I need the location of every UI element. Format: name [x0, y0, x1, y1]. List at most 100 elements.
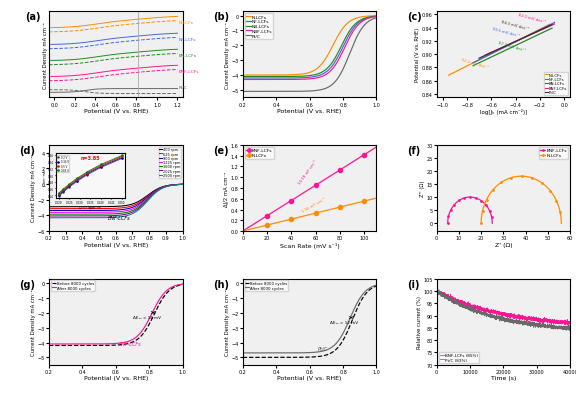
- 2025 rpm: [179, 182, 186, 187]
- Legend: N-LCFs, NF-LCFs, BN-LCFs, BNF-LCFs, Pt/C: N-LCFs, NF-LCFs, BN-LCFs, BNF-LCFs, Pt/C: [544, 73, 569, 96]
- NB-LCFs: [255, 75, 262, 80]
- 1600 rpm: [89, 212, 96, 217]
- 2500 rpm: [46, 216, 52, 221]
- Line: 400 rpm: 400 rpm: [49, 185, 183, 207]
- After 8000 cycles: [336, 337, 343, 342]
- Line: N-LCFs: N-LCFs: [480, 176, 562, 225]
- 2025 rpm: [46, 214, 52, 219]
- Text: (c): (c): [407, 12, 422, 22]
- 400 rpm: [46, 205, 52, 210]
- Before 8000 cycles: [255, 355, 262, 360]
- N-LCFs: [283, 73, 290, 78]
- N-LCFs: [517, 174, 524, 179]
- 1225 rpm: [130, 207, 137, 212]
- Before 8000 cycles: [98, 343, 105, 348]
- Pt/C (83%): [567, 326, 574, 330]
- NF-LCFs: [373, 15, 380, 20]
- Pt/C: [373, 16, 380, 21]
- Text: (e): (e): [213, 146, 229, 156]
- Text: 82.0 mV dec⁻¹: 82.0 mV dec⁻¹: [518, 13, 546, 24]
- X-axis label: Time (s): Time (s): [491, 375, 516, 381]
- NBF-LCFs: [292, 78, 299, 83]
- After 8000 cycles: [239, 350, 246, 355]
- 900 rpm: [179, 182, 186, 187]
- 2500 rpm: [98, 216, 105, 221]
- X-axis label: Scan Rate (mV s⁻¹): Scan Rate (mV s⁻¹): [280, 242, 339, 248]
- 2025 rpm: [143, 200, 150, 205]
- 1225 rpm: [89, 211, 96, 215]
- 900 rpm: [130, 205, 137, 210]
- 625 rpm: [179, 182, 186, 187]
- Legend: Before 8000 cycles, After 8000 cycles: Before 8000 cycles, After 8000 cycles: [51, 281, 94, 291]
- 900 rpm: [46, 209, 52, 213]
- BNF-LCFs (85%): [498, 312, 505, 317]
- 625 rpm: [46, 207, 52, 212]
- NF-LCFs: [255, 77, 262, 81]
- 400 rpm: [179, 182, 186, 187]
- Pt/C (83%): [495, 316, 502, 321]
- NB-LCFs: [336, 47, 343, 52]
- Text: NF-LCFs: NF-LCFs: [179, 38, 196, 42]
- BNF-LCFs (85%): [563, 320, 570, 325]
- After 8000 cycles: [179, 282, 186, 287]
- After 8000 cycles: [142, 324, 149, 328]
- Line: Before 8000 cycles: Before 8000 cycles: [242, 286, 377, 357]
- 2500 rpm: [89, 216, 96, 221]
- NF-LCFs: [323, 70, 330, 75]
- Text: Pt/C: Pt/C: [179, 86, 187, 90]
- Before 8000 cycles: [89, 343, 96, 348]
- 1225 rpm: [98, 211, 105, 215]
- 2500 rpm: [179, 182, 186, 187]
- 2025 rpm: [130, 210, 137, 215]
- BNF-LCFs: [479, 200, 486, 205]
- Pt/C: [255, 90, 262, 95]
- N-LCFs: [558, 218, 564, 223]
- Line: 2025 rpm: 2025 rpm: [49, 185, 183, 217]
- 1600 rpm: [98, 212, 105, 217]
- Before 8000 cycles: [336, 344, 343, 348]
- NBF-LCFs: [336, 56, 343, 61]
- NF-LCFs: [283, 76, 290, 81]
- Legend: Before 8000 cycles, After 8000 cycles: Before 8000 cycles, After 8000 cycles: [245, 281, 289, 291]
- 2025 rpm: [142, 200, 149, 205]
- Before 8000 cycles: [62, 343, 69, 348]
- X-axis label: Potential (V vs. RHE): Potential (V vs. RHE): [278, 375, 342, 381]
- BNF-LCFs (85%): [495, 310, 502, 315]
- Line: 625 rpm: 625 rpm: [49, 185, 183, 209]
- 400 rpm: [130, 202, 137, 207]
- BNF-LCFs: [489, 221, 496, 226]
- Pt/C: [323, 86, 330, 91]
- Text: (a): (a): [25, 12, 40, 22]
- 2025 rpm: [89, 214, 96, 219]
- Pt/C (83%): [539, 323, 545, 328]
- BNF-LCFs (85%): [563, 321, 570, 326]
- Legend: BNF-LCFs, N-LCFs: BNF-LCFs, N-LCFs: [245, 148, 274, 159]
- Pt/C: [283, 90, 290, 95]
- N-LCFs: [491, 186, 498, 191]
- Text: ΔE₁₂ = 12 mV: ΔE₁₂ = 12 mV: [329, 320, 358, 324]
- After 8000 cycles: [143, 322, 150, 327]
- 625 rpm: [142, 196, 149, 201]
- NF-LCFs: [292, 76, 299, 81]
- 2025 rpm: [98, 214, 105, 219]
- After 8000 cycles: [323, 348, 330, 352]
- Pt/C (83%): [563, 326, 570, 331]
- Legend: N-LCFs, NF-LCFs, NB-LCFs, NBF-LCFs, Pt/C: N-LCFs, NF-LCFs, NB-LCFs, NBF-LCFs, Pt/C: [245, 14, 274, 40]
- 400 rpm: [62, 205, 69, 210]
- After 8000 cycles: [98, 342, 105, 346]
- Text: 90.5 mV dec⁻¹: 90.5 mV dec⁻¹: [491, 27, 520, 38]
- Line: Before 8000 cycles: Before 8000 cycles: [49, 285, 183, 346]
- Text: BNF-LCFs: BNF-LCFs: [108, 216, 130, 221]
- 2500 rpm: [62, 216, 69, 221]
- 400 rpm: [98, 205, 105, 210]
- NB-LCFs: [336, 49, 343, 53]
- 1225 rpm: [179, 182, 186, 187]
- Before 8000 cycles: [323, 352, 330, 357]
- 2500 rpm: [142, 201, 149, 206]
- After 8000 cycles: [89, 342, 96, 346]
- 1225 rpm: [142, 198, 149, 203]
- After 8000 cycles: [373, 283, 380, 288]
- N-LCFs: [486, 192, 493, 197]
- NBF-LCFs: [283, 78, 290, 83]
- 1225 rpm: [62, 211, 69, 215]
